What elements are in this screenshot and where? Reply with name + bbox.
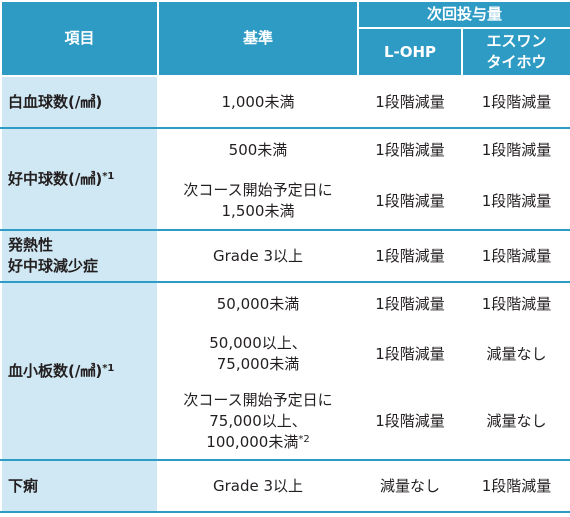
lohp-value: 1段階減量 xyxy=(357,381,463,461)
header-criteria: 基準 xyxy=(157,0,359,77)
lohp-value: 1段階減量 xyxy=(357,75,463,129)
footnote-marker: *1 xyxy=(102,362,115,374)
header-item: 項目 xyxy=(0,0,159,77)
criteria-cell: Grade 3以上 xyxy=(157,229,359,283)
header-eswan-line2: タイホウ xyxy=(486,53,547,71)
criteria-cell: 1,000未満 xyxy=(157,75,359,129)
row-label-wbc: 白血球数(/㎣) xyxy=(0,75,159,129)
criteria-cell: 次コース開始予定日に 75,000以上、 100,000未満*2 xyxy=(157,381,359,461)
header-eswan: エスワン タイホウ xyxy=(460,27,570,77)
eswan-value: 1段階減量 xyxy=(461,127,570,173)
row-label-platelet: 血小板数(/㎣)*1 xyxy=(0,281,159,461)
header-eswan-line1: エスワン xyxy=(486,32,547,50)
lohp-value: 1段階減量 xyxy=(357,325,463,383)
eswan-value: 1段階減量 xyxy=(461,171,570,231)
eswan-value: 減量なし xyxy=(461,325,570,383)
lohp-value: 減量なし xyxy=(357,459,463,513)
eswan-value: 1段階減量 xyxy=(461,229,570,283)
lohp-value: 1段階減量 xyxy=(357,171,463,231)
eswan-value: 減量なし xyxy=(461,381,570,461)
eswan-value: 1段階減量 xyxy=(461,281,570,327)
header-lohp: L-OHP xyxy=(357,27,463,77)
row-label-neutrophil: 好中球数(/㎣)*1 xyxy=(0,127,159,231)
eswan-value: 1段階減量 xyxy=(461,459,570,513)
row-label-diarrhea: 下痢 xyxy=(0,459,159,513)
footnote-marker: *2 xyxy=(298,433,310,445)
eswan-value: 1段階減量 xyxy=(461,75,570,129)
footnote-marker: *1 xyxy=(102,170,115,182)
lohp-value: 1段階減量 xyxy=(357,229,463,283)
lohp-value: 1段階減量 xyxy=(357,127,463,173)
criteria-cell: 500未満 xyxy=(157,127,359,173)
criteria-cell: 次コース開始予定日に 1,500未満 xyxy=(157,171,359,231)
criteria-cell: Grade 3以上 xyxy=(157,459,359,513)
row-label-febrile-neutropenia: 発熱性 好中球減少症 xyxy=(0,229,159,283)
criteria-cell: 50,000未満 xyxy=(157,281,359,327)
criteria-cell: 50,000以上、 75,000未満 xyxy=(157,325,359,383)
header-next-dose: 次回投与量 xyxy=(356,0,570,29)
lohp-value: 1段階減量 xyxy=(357,281,463,327)
